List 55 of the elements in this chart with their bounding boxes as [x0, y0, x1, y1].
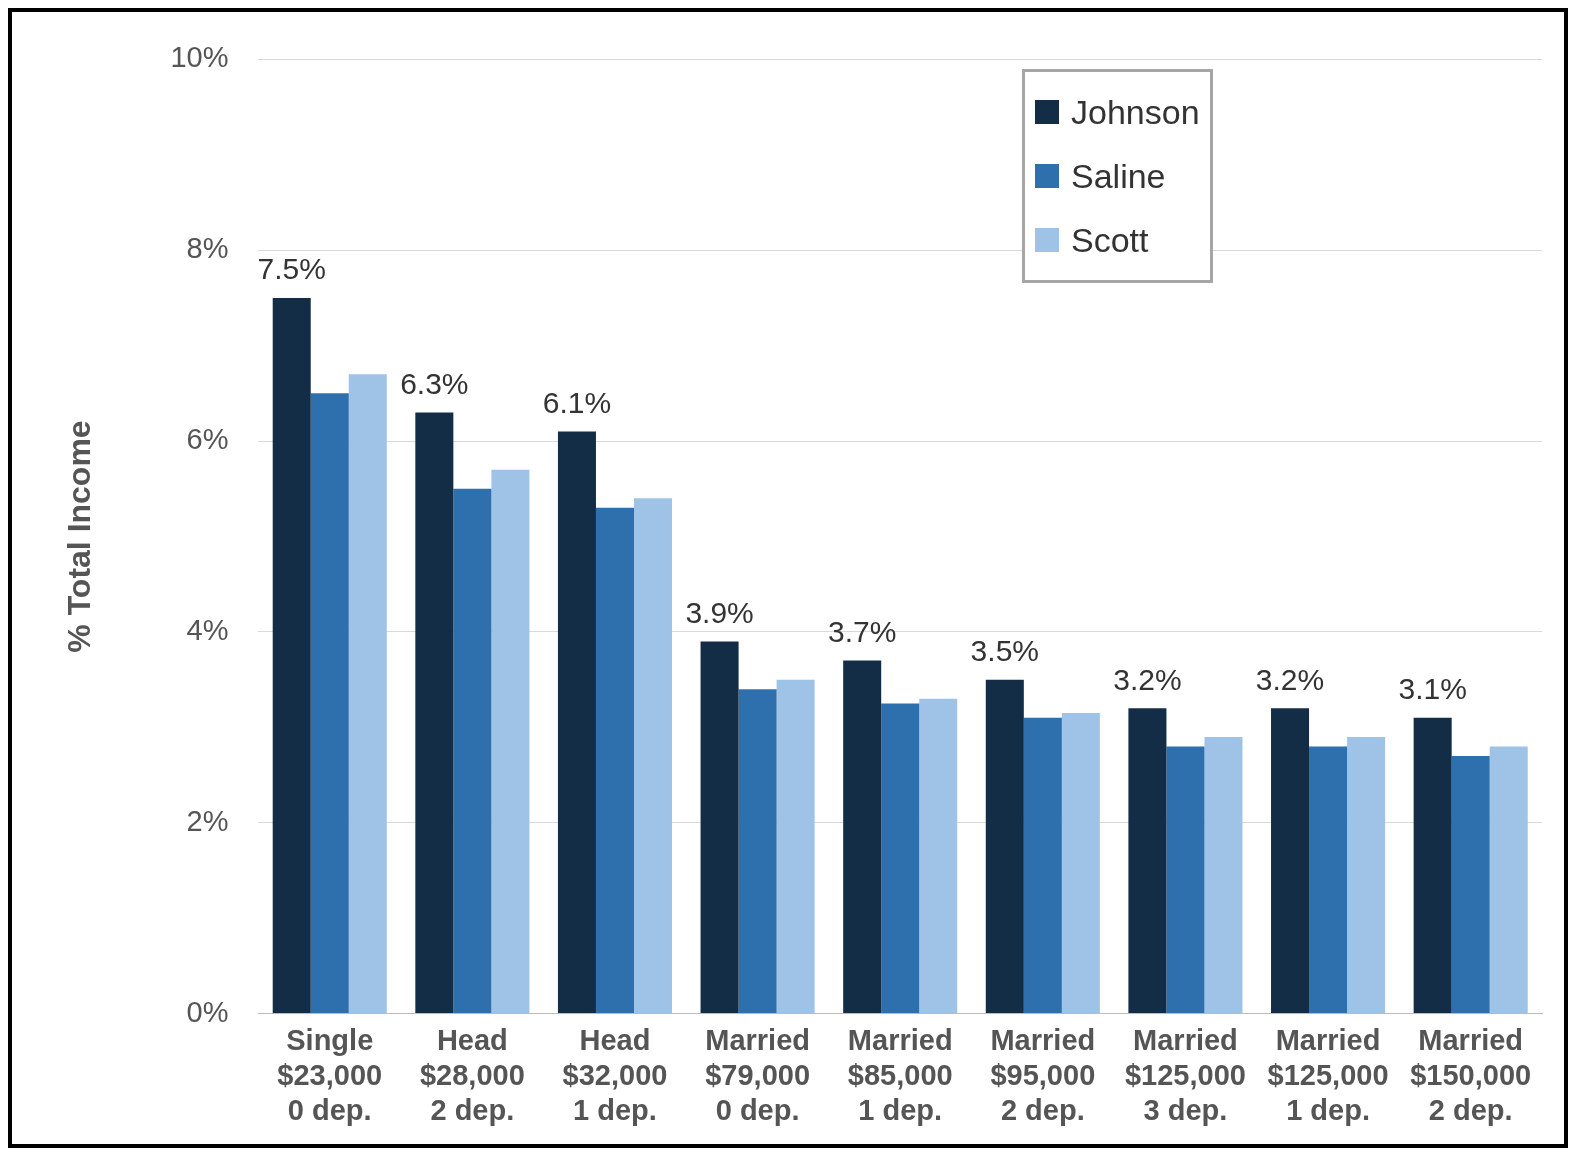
bar: [700, 641, 739, 1014]
bar: [310, 393, 349, 1014]
y-axis-title: % Total Income: [61, 420, 98, 653]
bar: [843, 660, 882, 1014]
y-tick-label: 6%: [186, 423, 229, 456]
bar: [1128, 708, 1167, 1014]
data-label: 3.1%: [1398, 672, 1467, 706]
legend-label: Scott: [1071, 220, 1149, 260]
y-tick-label: 10%: [170, 41, 229, 74]
bar: [985, 679, 1024, 1014]
y-tick-label: 2%: [186, 804, 229, 837]
bar: [1061, 713, 1100, 1014]
bar: [272, 297, 311, 1014]
bar: [557, 431, 596, 1014]
bar: [1271, 708, 1310, 1014]
bar: [919, 698, 958, 1014]
x-tick-label: Head $32,000 1 dep.: [562, 1024, 668, 1126]
y-tick-label: 4%: [186, 613, 229, 646]
bar: [1347, 736, 1386, 1014]
y-tick-label: 0%: [186, 995, 229, 1028]
data-label: 3.7%: [827, 614, 897, 648]
bar: [881, 703, 920, 1014]
x-tick-label: Married $125,000 1 dep.: [1267, 1024, 1389, 1126]
bar: [1023, 717, 1062, 1014]
bar: [738, 689, 777, 1014]
bar: [1489, 746, 1528, 1014]
bar: [776, 679, 815, 1014]
legend-label: Johnson: [1071, 92, 1200, 132]
bar: [1451, 755, 1490, 1014]
bar: [634, 498, 673, 1014]
bar: [1166, 746, 1205, 1014]
x-tick-label: Married $125,000 3 dep.: [1124, 1024, 1246, 1126]
data-label: 7.5%: [257, 252, 326, 286]
data-label: 3.2%: [1255, 662, 1325, 696]
bar: [1309, 746, 1348, 1014]
data-label: 3.9%: [685, 595, 754, 629]
legend-label: Saline: [1071, 156, 1166, 196]
x-tick-label: Married $95,000 2 dep.: [990, 1024, 1096, 1126]
bar: [1413, 717, 1452, 1014]
data-label: 3.2%: [1113, 662, 1182, 696]
data-label: 3.5%: [970, 633, 1039, 667]
bar: [1204, 736, 1243, 1014]
y-tick-label: 8%: [186, 232, 229, 265]
x-tick-label: Married $85,000 1 dep.: [847, 1024, 953, 1126]
bar: [491, 469, 530, 1014]
bar: [595, 507, 634, 1014]
x-tick-label: Head $28,000 2 dep.: [419, 1024, 525, 1126]
bar: [453, 488, 492, 1014]
data-label: 6.3%: [400, 366, 469, 400]
x-tick-label: Married $150,000 2 dep.: [1410, 1024, 1532, 1126]
data-label: 6.1%: [542, 385, 612, 419]
bar: [348, 374, 387, 1014]
x-tick-label: Single $23,000 0 dep.: [277, 1024, 383, 1126]
x-tick-label: Married $79,000 0 dep.: [705, 1024, 811, 1126]
bar: [415, 412, 454, 1014]
